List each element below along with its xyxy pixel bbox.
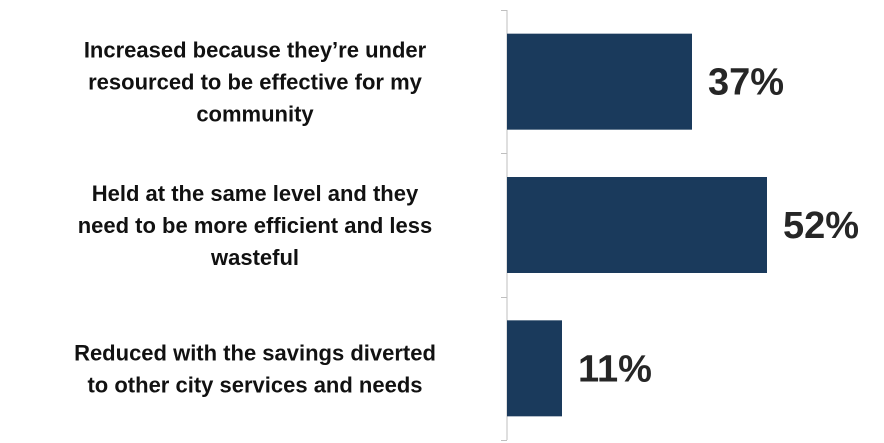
category-label-line: Held at the same level and they xyxy=(92,181,419,206)
category-label-2: Held at the same level and they need to b… xyxy=(78,181,433,270)
category-label-1: Increased because they’re under resourced… xyxy=(84,38,427,127)
category-label-line: Reduced with the savings diverted xyxy=(74,340,436,365)
data-label-3: 11% xyxy=(578,348,652,390)
category-label-line: Increased because they’re under xyxy=(84,38,427,63)
category-label-line: resourced to be effective for my xyxy=(88,70,423,95)
category-label-3: Reduced with the savings diverted to othe… xyxy=(74,340,436,397)
data-label-1: 37% xyxy=(708,62,784,104)
category-label-line: to other city services and needs xyxy=(87,372,422,397)
data-label-2: 52% xyxy=(783,205,859,247)
bar-2 xyxy=(507,177,767,273)
bar-1 xyxy=(507,33,692,130)
bar-3 xyxy=(507,320,562,417)
category-label-line: wasteful xyxy=(210,245,299,270)
category-label-line: community xyxy=(196,102,314,127)
category-label-line: need to be more efficient and less xyxy=(78,213,433,238)
